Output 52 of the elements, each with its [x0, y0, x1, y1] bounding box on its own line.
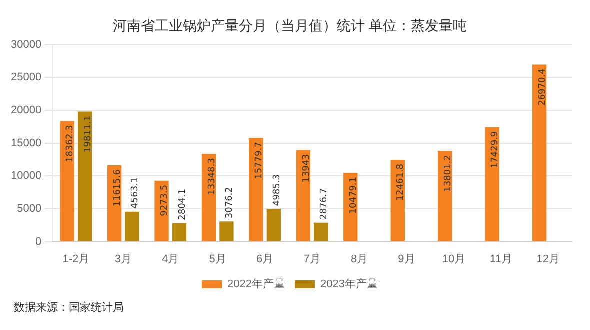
bar: [532, 64, 547, 242]
data-label: 19811.1: [83, 116, 94, 153]
data-label: 15779.7: [254, 142, 265, 180]
data-label: 2804.1: [178, 188, 188, 220]
data-label: 13801.2: [443, 155, 454, 192]
source-note: 数据来源：国家统计局: [14, 301, 124, 314]
y-tick-label: 0: [35, 236, 42, 248]
bar: [438, 151, 452, 242]
legend-label: 2022年产量: [228, 278, 286, 291]
bar: [314, 222, 328, 242]
y-tick-label: 30000: [10, 38, 42, 51]
data-label: 13348.3: [207, 158, 218, 196]
bar: [172, 223, 187, 242]
bar: [296, 150, 311, 242]
y-tick-label: 20000: [10, 104, 42, 116]
data-label: 4563.1: [130, 177, 141, 209]
y-tick-label: 10000: [10, 170, 42, 182]
x-tick-label: 12月: [536, 253, 560, 266]
chart-title: 河南省工业锅炉产量分月（当月值）统计 单位：蒸发量吨: [113, 17, 467, 34]
data-label: 10479.1: [349, 176, 360, 214]
y-tick-label: 15000: [10, 137, 42, 150]
y-tick-label: 25000: [10, 72, 42, 84]
legend-label: 2023年产量: [320, 278, 378, 291]
data-label: 17429.9: [490, 131, 501, 169]
bar: [266, 209, 282, 242]
x-tick-label: 8月: [350, 253, 368, 266]
bar: [60, 121, 74, 242]
x-tick-label: 5月: [209, 253, 226, 266]
x-tick-label: 10月: [442, 253, 466, 266]
bar: [125, 212, 140, 242]
x-tick-label: 1-2月: [62, 253, 90, 266]
data-label: 11615.6: [112, 169, 123, 207]
data-label: 26970.4: [538, 68, 548, 106]
x-tick-label: 6月: [256, 253, 274, 266]
x-tick-label: 9月: [398, 253, 416, 266]
bar: [78, 112, 92, 242]
x-tick-label: 4月: [162, 253, 180, 266]
y-tick-label: 5000: [17, 203, 42, 215]
data-label: 12461.8: [396, 164, 406, 202]
x-tick-label: 7月: [304, 253, 321, 266]
x-tick-label: 11月: [490, 253, 512, 266]
bar: [220, 222, 234, 242]
data-label: 18362.3: [66, 125, 76, 162]
x-tick-label: 3月: [114, 253, 132, 266]
data-label: 13943: [302, 154, 312, 183]
data-label: 2876.7: [319, 188, 330, 220]
bar: [485, 127, 500, 242]
data-label: 9273.5: [160, 184, 170, 216]
data-label: 4985.3: [272, 174, 282, 206]
data-label: 3076.2: [225, 187, 236, 219]
bar: [249, 138, 264, 242]
bar: [154, 180, 169, 242]
